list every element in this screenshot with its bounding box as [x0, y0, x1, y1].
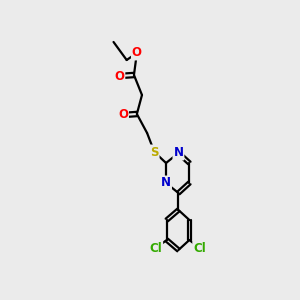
Text: N: N	[161, 176, 171, 190]
Text: O: O	[118, 109, 128, 122]
Text: N: N	[173, 146, 183, 160]
Text: Cl: Cl	[149, 242, 162, 254]
Text: Cl: Cl	[193, 242, 206, 254]
Text: O: O	[132, 46, 142, 59]
Text: O: O	[114, 70, 124, 83]
Text: S: S	[150, 146, 159, 158]
